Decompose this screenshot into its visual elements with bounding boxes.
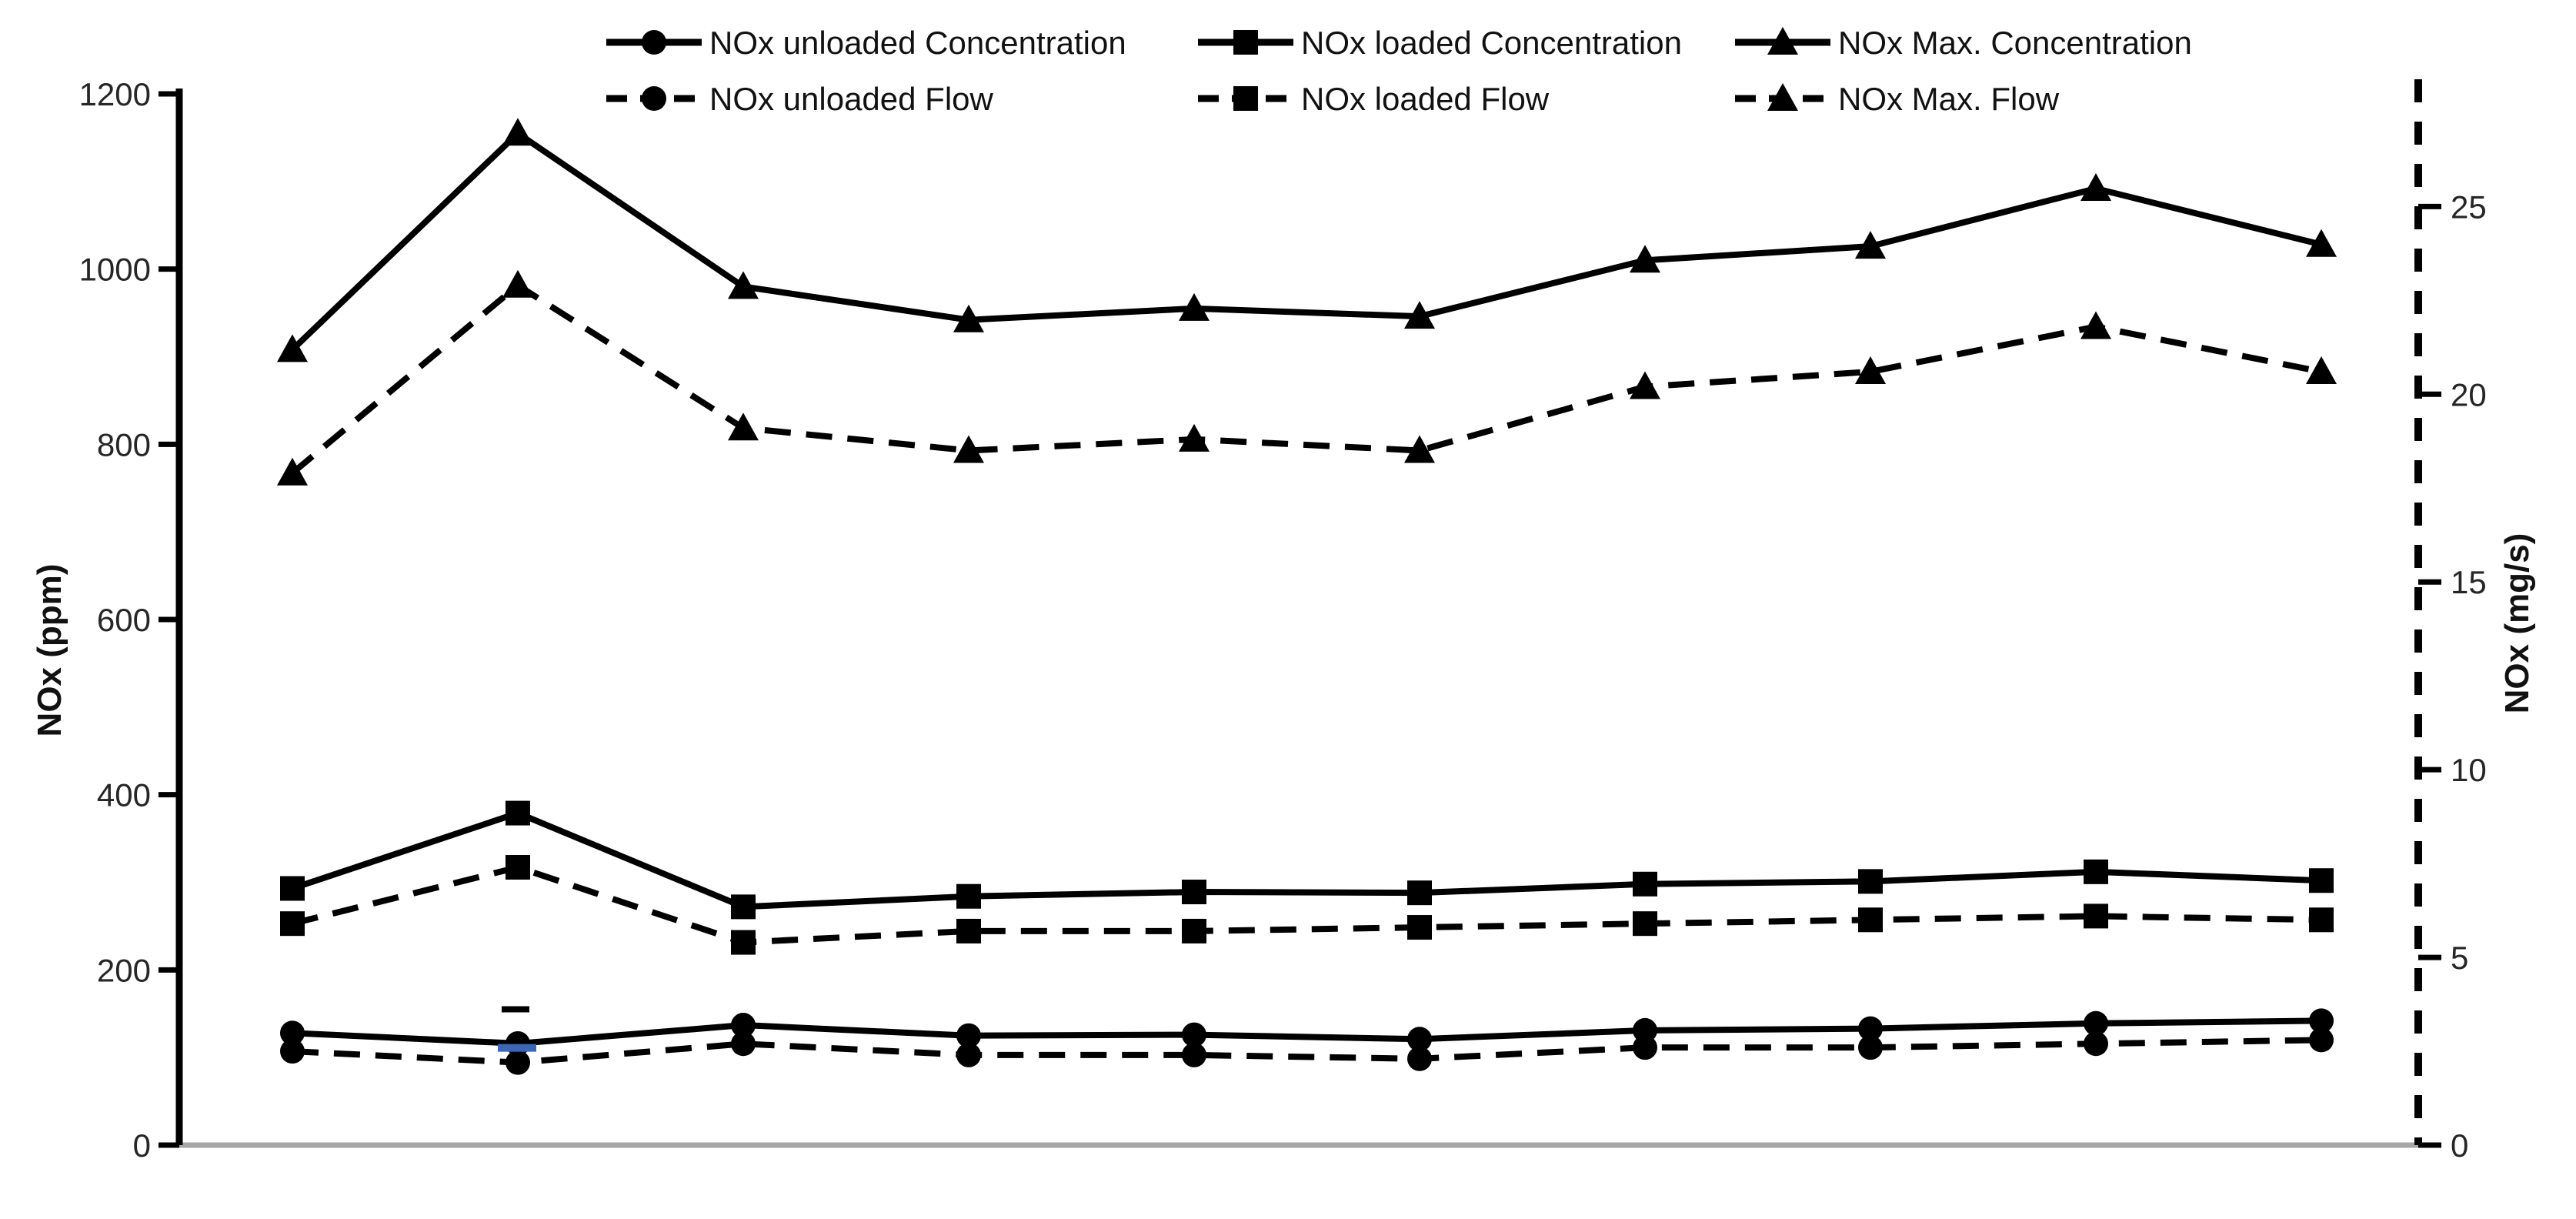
left-axis-tick-label: 800	[97, 426, 151, 463]
series-marker-nox-loaded-concentration	[2309, 868, 2334, 893]
series-marker-nox-loaded-flow	[1633, 911, 1657, 937]
series-marker-nox-loaded-flow	[2084, 903, 2108, 929]
series-marker-nox-max-flow	[2080, 311, 2111, 339]
series-line-nox-max-flow	[290, 281, 2322, 476]
series-marker-nox-unloaded-concentration	[731, 1013, 756, 1038]
legend-label: NOx Max. Concentration	[1838, 25, 2192, 61]
legend-label: NOx unloaded Flow	[709, 81, 994, 117]
legend-sample-marker	[1767, 83, 1798, 111]
series-marker-nox-unloaded-flow	[506, 1050, 530, 1075]
series-marker-nox-unloaded-flow	[731, 1031, 756, 1057]
series-marker-nox-max-flow	[953, 435, 984, 463]
series-marker-nox-max-flow	[2306, 356, 2337, 385]
series-marker-nox-max-flow	[1179, 423, 1210, 452]
series-marker-nox-max-flow	[1855, 356, 1886, 385]
series-marker-nox-unloaded-concentration	[1182, 1022, 1206, 1047]
series-marker-nox-unloaded-flow	[2084, 1031, 2108, 1057]
series-marker-nox-loaded-flow	[1858, 907, 1883, 933]
series-marker-nox-unloaded-flow	[280, 1039, 305, 1064]
series-marker-nox-loaded-concentration	[1858, 869, 1883, 894]
legend-sample-marker	[1233, 86, 1258, 111]
series-marker-nox-max-flow	[1630, 371, 1660, 399]
legend-label: NOx Max. Flow	[1838, 81, 2060, 117]
legend-label: NOx loaded Flow	[1301, 81, 1550, 117]
series-marker-nox-loaded-concentration	[1633, 871, 1657, 897]
series-marker-nox-unloaded-flow	[1858, 1035, 1883, 1060]
series-marker-nox-max-concentration	[728, 271, 759, 299]
series-marker-nox-max-concentration	[1630, 245, 1660, 273]
series-line-nox-loaded-concentration	[291, 810, 2322, 910]
series-marker-nox-max-flow	[1404, 435, 1435, 463]
series-marker-nox-loaded-concentration	[731, 894, 756, 920]
error-bar-blue-dash	[498, 1044, 536, 1052]
series-marker-nox-unloaded-concentration	[1407, 1027, 1432, 1052]
series-marker-nox-max-flow	[728, 412, 759, 441]
left-axis-tick-label: 1000	[79, 252, 151, 288]
series-marker-nox-max-concentration	[277, 334, 308, 362]
series-marker-nox-loaded-flow	[280, 911, 305, 937]
right-axis-tick-label: 25	[2451, 189, 2487, 225]
right-axis-tick-label: 20	[2451, 376, 2487, 412]
left-axis-tick-label: 0	[133, 1127, 151, 1164]
series-marker-nox-unloaded-flow	[1407, 1046, 1432, 1071]
series-marker-nox-max-concentration	[1179, 292, 1210, 321]
series-marker-nox-unloaded-concentration	[2309, 1008, 2334, 1034]
series-marker-nox-unloaded-concentration	[1858, 1016, 1883, 1041]
legend-sample-marker	[642, 86, 666, 111]
series-line-nox-max-concentration	[290, 129, 2322, 352]
series-marker-nox-unloaded-flow	[1182, 1042, 1206, 1067]
series-marker-nox-unloaded-concentration	[956, 1023, 981, 1048]
left-axis-tick-label: 600	[97, 602, 151, 638]
series-marker-nox-max-flow	[502, 269, 533, 298]
left-axis-tick-label: 400	[97, 777, 151, 813]
series-marker-nox-unloaded-flow	[956, 1042, 981, 1067]
series-marker-nox-loaded-concentration	[2084, 859, 2108, 884]
series-marker-nox-unloaded-flow	[2309, 1027, 2334, 1053]
legend-sample-marker	[642, 30, 666, 55]
series-marker-nox-max-concentration	[2306, 229, 2337, 257]
right-axis-tick-label: 15	[2451, 564, 2487, 600]
series-marker-nox-loaded-concentration	[280, 876, 305, 901]
series-marker-nox-loaded-flow	[506, 854, 530, 880]
series-marker-nox-unloaded-concentration	[1633, 1017, 1657, 1043]
right-axis-tick-label: 0	[2451, 1127, 2468, 1164]
legend-sample-marker	[1233, 30, 1258, 55]
series-marker-nox-max-concentration	[1855, 231, 1886, 259]
series-marker-nox-max-concentration	[502, 118, 533, 146]
right-axis-tick-label: 5	[2451, 940, 2468, 976]
legend-label: NOx loaded Concentration	[1301, 25, 1682, 61]
series-marker-nox-loaded-flow	[731, 930, 756, 955]
series-marker-nox-loaded-concentration	[1407, 880, 1432, 906]
series-line-nox-loaded-flow	[292, 863, 2322, 946]
left-axis-tick-label: 1200	[79, 76, 151, 112]
right-axis-tick-label: 10	[2451, 752, 2487, 788]
series-marker-nox-loaded-flow	[956, 918, 981, 943]
series-marker-nox-loaded-flow	[1182, 918, 1206, 943]
series-marker-nox-unloaded-concentration	[280, 1020, 305, 1046]
series-line-nox-unloaded-flow	[292, 1037, 2322, 1066]
series-marker-nox-loaded-concentration	[956, 883, 981, 909]
series-marker-nox-loaded-flow	[1407, 915, 1432, 940]
legend-label: NOx unloaded Concentration	[709, 25, 1126, 61]
series-marker-nox-loaded-flow	[2309, 907, 2334, 933]
series-marker-nox-max-concentration	[1404, 301, 1435, 329]
series-marker-nox-unloaded-flow	[1633, 1035, 1657, 1060]
series-marker-nox-max-concentration	[953, 304, 984, 332]
legend-sample-marker	[1767, 27, 1798, 55]
series-marker-nox-max-flow	[277, 457, 308, 486]
series-marker-nox-loaded-concentration	[1182, 880, 1206, 905]
series-marker-nox-loaded-concentration	[506, 800, 530, 826]
left-axis-tick-label: 200	[97, 952, 151, 988]
series-line-nox-unloaded-concentration	[292, 1017, 2322, 1047]
series-marker-nox-unloaded-concentration	[2084, 1010, 2108, 1036]
series-marker-nox-max-concentration	[2080, 172, 2111, 201]
